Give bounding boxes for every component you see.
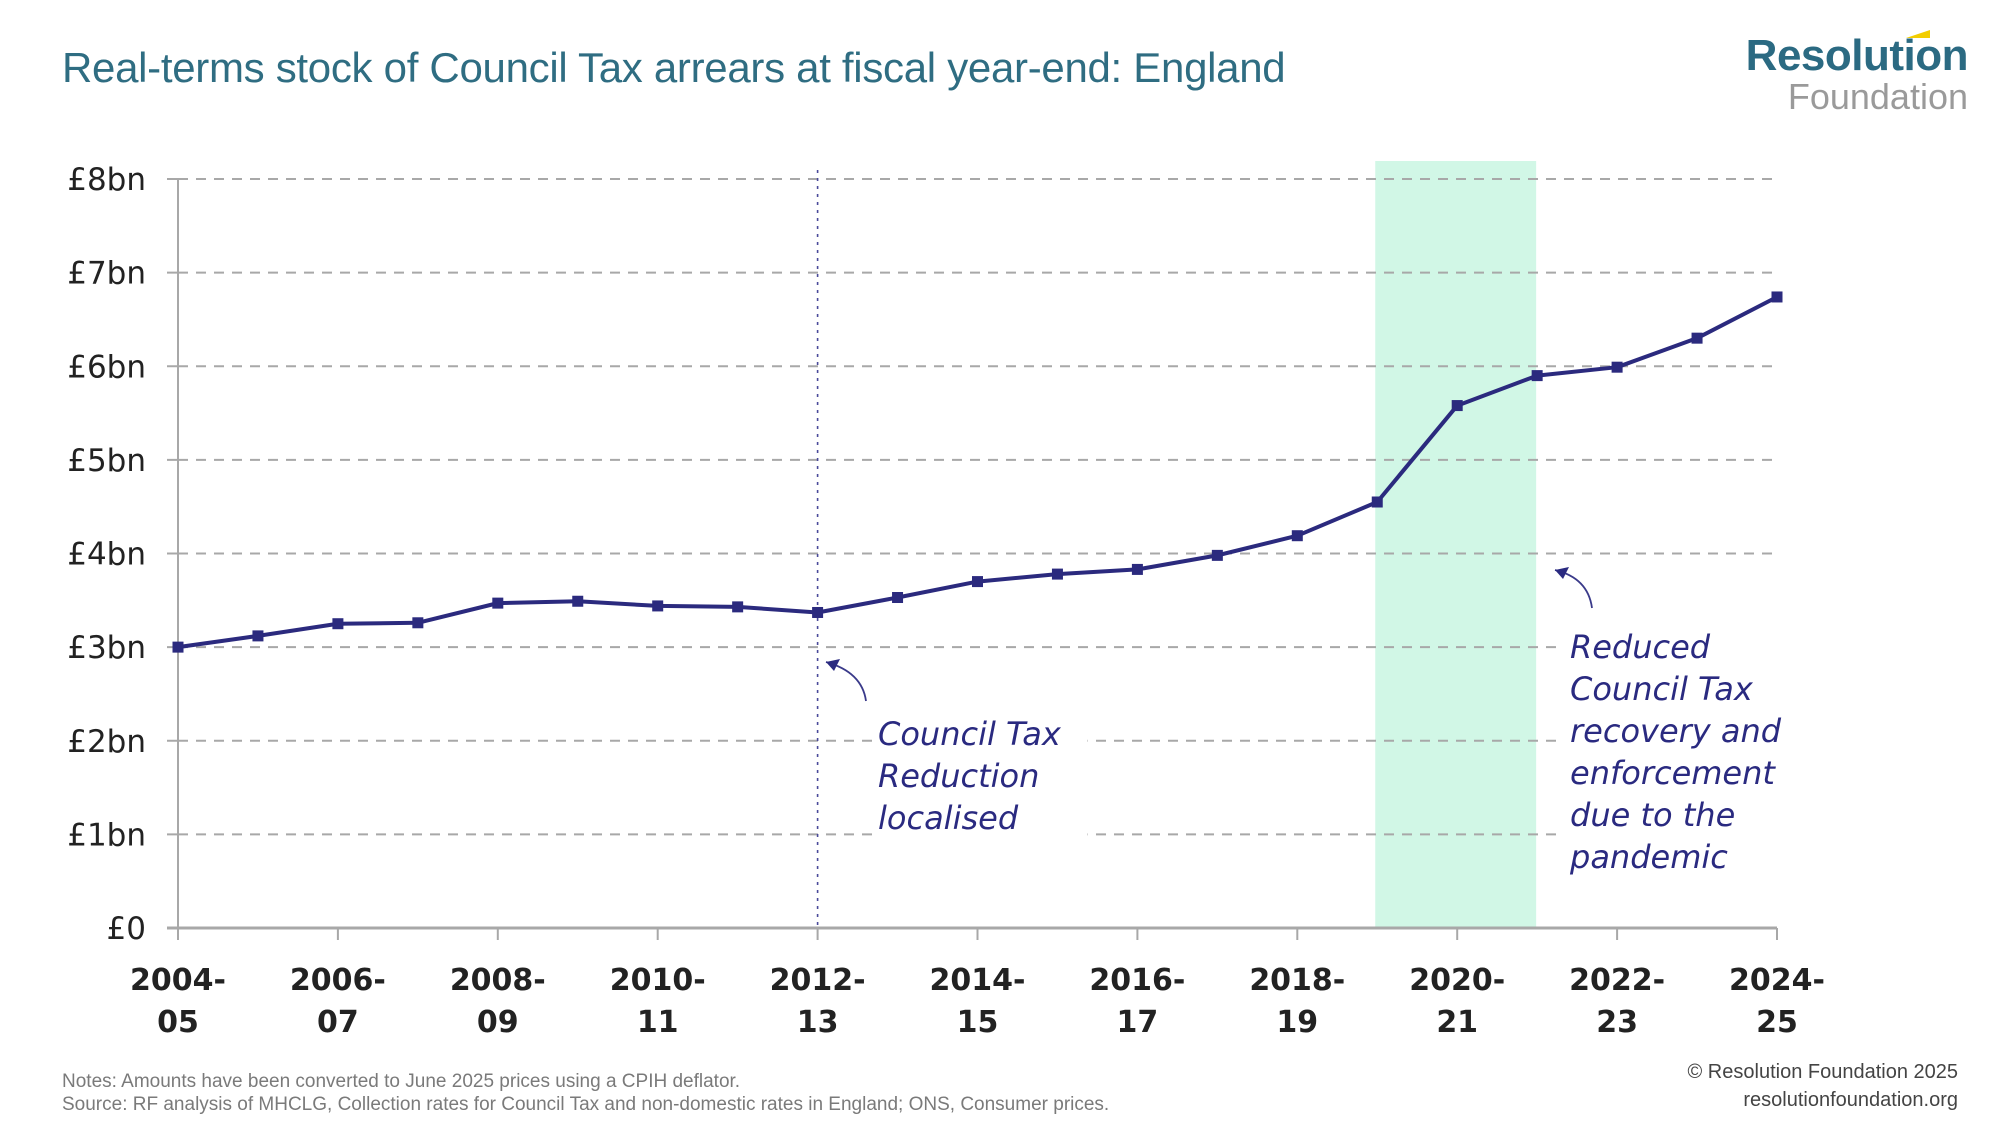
x-tick-label: 25 (1756, 1005, 1798, 1040)
data-point-marker (652, 600, 664, 612)
footnotes: Notes: Amounts have been converted to Ju… (62, 1070, 1109, 1116)
x-tick-label: 2008- (450, 963, 546, 998)
y-tick-label: £6bn (67, 349, 146, 385)
x-tick-label: 2010- (610, 963, 706, 998)
x-tick-label: 21 (1436, 1005, 1478, 1040)
x-tick-label: 2012- (770, 963, 866, 998)
data-point-marker (1051, 568, 1063, 580)
data-point-marker (172, 641, 184, 653)
arrow-head-icon (1555, 567, 1569, 579)
x-tick-label: 2024- (1729, 963, 1825, 998)
y-tick-label: £8bn (67, 162, 146, 198)
shaded-region-layer (1375, 161, 1537, 928)
data-point-marker (1211, 549, 1223, 561)
arrow-head-icon (826, 659, 840, 671)
data-point-marker (892, 592, 904, 604)
data-point-marker (332, 618, 344, 630)
y-tick-label: £5bn (67, 443, 146, 479)
source-text: Source: RF analysis of MHCLG, Collection… (62, 1094, 1110, 1115)
y-tick-label: £0 (107, 911, 146, 947)
logo-line-1: Resolution (1745, 30, 1969, 80)
x-tick-label: 13 (797, 1005, 839, 1040)
x-tick-label: 2006- (290, 963, 386, 998)
data-point-marker (1291, 530, 1303, 542)
x-tick-label: 11 (637, 1005, 679, 1040)
series-layer (172, 291, 1783, 653)
axes: £0 £1bn £2bn £3bn £4bn £5bn £6bn £7bn £8bn 2004- 0… (67, 162, 1825, 1040)
data-point-marker (492, 597, 504, 609)
x-tick-label: 2018- (1249, 963, 1345, 998)
notes-text: Notes: Amounts have been converted to Ju… (62, 1071, 741, 1092)
data-point-marker (1451, 400, 1463, 412)
data-point-marker (972, 576, 983, 588)
data-point-marker (1131, 563, 1143, 575)
y-tick-label: £2bn (67, 724, 146, 760)
y-tick-label: £1bn (67, 817, 146, 853)
copyright-block: © Resolution Foundation 2025 resolutionf… (1688, 1058, 1958, 1114)
x-tick-label: 07 (317, 1005, 359, 1040)
logo-accent-icon (1906, 30, 1930, 38)
chart-title: Real-terms stock of Council Tax arrears … (62, 44, 1286, 91)
annotation-text: enforcement (1570, 754, 1776, 792)
x-tick-label: 23 (1596, 1005, 1638, 1040)
data-point-marker (1691, 332, 1703, 344)
annotations-layer: Council Tax Reduction localised Reduced Coun… (825, 567, 1798, 882)
shaded-region-pandemic (1375, 161, 1537, 928)
x-tick-label: 15 (957, 1005, 999, 1040)
annotation-text: Reduction (878, 757, 1039, 795)
data-point-marker (1371, 496, 1383, 508)
x-tick-label: 2014- (930, 963, 1026, 998)
series-line (177, 295, 1778, 650)
annotation-text: Council Tax (878, 715, 1062, 753)
data-point-marker (412, 617, 424, 629)
annotation-text: Council Tax (1570, 670, 1754, 708)
x-tick-label: 2016- (1089, 963, 1185, 998)
annotation-text: localised (878, 799, 1019, 837)
annotation-background (872, 713, 1088, 843)
x-tick-label: 2004- (130, 963, 226, 998)
y-tick-label: £7bn (67, 256, 146, 292)
website-link[interactable]: resolutionfoundation.org (1743, 1089, 1958, 1111)
x-tick-label: 17 (1117, 1005, 1159, 1040)
line-chart: £0 £1bn £2bn £3bn £4bn £5bn £6bn £7bn £8bn 2004- 0… (67, 161, 1825, 1040)
y-tick-label: £3bn (67, 630, 146, 666)
data-point-marker (1611, 361, 1623, 373)
annotation-text: recovery and (1570, 712, 1782, 750)
x-tick-label: 2022- (1569, 963, 1665, 998)
annotation-background (1564, 626, 1798, 882)
x-tick-label: 19 (1276, 1005, 1318, 1040)
annotation-text: pandemic (1569, 838, 1728, 876)
x-tick-label: 2020- (1409, 963, 1505, 998)
data-point-marker (572, 595, 584, 607)
resolution-foundation-logo: Resolution Foundation (1745, 30, 1969, 117)
data-point-marker (1531, 370, 1543, 382)
x-tick-label: 05 (157, 1005, 199, 1040)
copyright-text: © Resolution Foundation 2025 (1687, 1061, 1958, 1083)
data-point-marker (1771, 291, 1783, 303)
y-tick-label: £4bn (67, 537, 146, 573)
data-point-marker (252, 630, 264, 642)
x-tick-label: 09 (477, 1005, 519, 1040)
logo-line-2: Foundation (1787, 76, 1968, 117)
annotation-text: Reduced (1570, 628, 1711, 666)
data-point-marker (812, 606, 824, 618)
annotation-text: due to the (1570, 796, 1735, 834)
data-point-marker (732, 601, 744, 613)
